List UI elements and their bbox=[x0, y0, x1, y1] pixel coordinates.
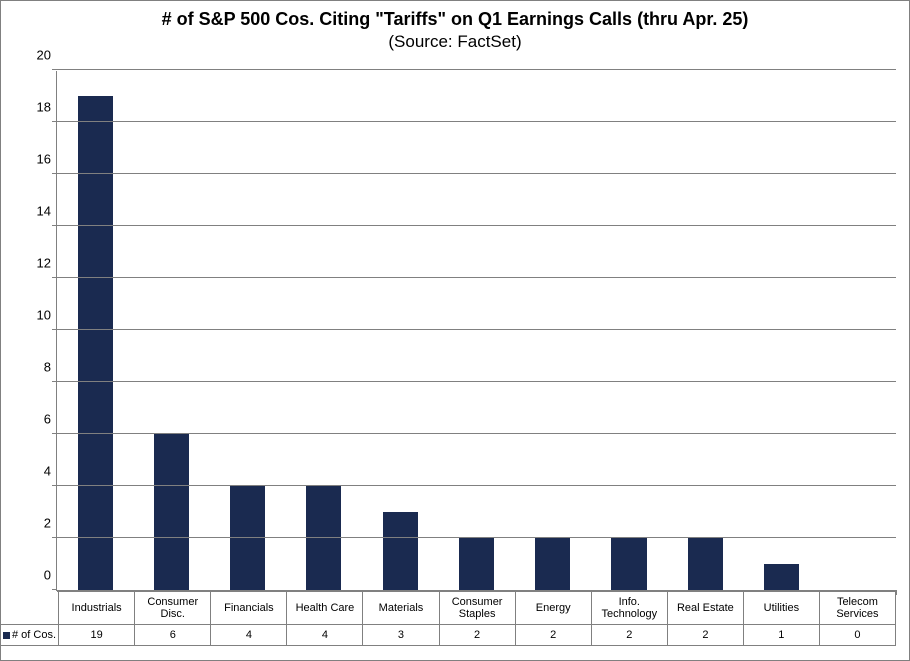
value-cell: 2 bbox=[439, 625, 515, 646]
y-tick-mark bbox=[52, 277, 57, 278]
legend-marker-icon bbox=[3, 632, 10, 639]
bar-cell bbox=[820, 71, 896, 590]
bar-cell bbox=[210, 71, 286, 590]
category-label: Real Estate bbox=[667, 592, 743, 625]
gridline bbox=[57, 381, 896, 382]
value-cell: 19 bbox=[59, 625, 135, 646]
value-cell: 0 bbox=[819, 625, 895, 646]
bar-cell bbox=[57, 71, 133, 590]
data-table: IndustrialsConsumer Disc.FinancialsHealt… bbox=[1, 591, 896, 646]
gridline bbox=[57, 225, 896, 226]
series-label-text: # of Cos. bbox=[12, 629, 56, 641]
x-tick-mark bbox=[896, 590, 897, 595]
gridline bbox=[57, 485, 896, 486]
gridline bbox=[57, 121, 896, 122]
bar bbox=[611, 538, 646, 590]
chart-subtitle: (Source: FactSet) bbox=[1, 32, 909, 52]
category-label: Health Care bbox=[287, 592, 363, 625]
bar bbox=[764, 564, 799, 590]
bar bbox=[306, 486, 341, 590]
category-label: Materials bbox=[363, 592, 439, 625]
value-cell: 1 bbox=[743, 625, 819, 646]
chart-title: # of S&P 500 Cos. Citing "Tariffs" on Q1… bbox=[1, 9, 909, 30]
y-tick-mark bbox=[52, 173, 57, 174]
category-label: Consumer Staples bbox=[439, 592, 515, 625]
category-label: Telecom Services bbox=[819, 592, 895, 625]
value-cell: 4 bbox=[211, 625, 287, 646]
category-label: Industrials bbox=[59, 592, 135, 625]
bar-cell bbox=[286, 71, 362, 590]
gridline bbox=[57, 277, 896, 278]
value-cell: 2 bbox=[515, 625, 591, 646]
title-area: # of S&P 500 Cos. Citing "Tariffs" on Q1… bbox=[1, 1, 909, 52]
y-tick-mark bbox=[52, 225, 57, 226]
bar-cell bbox=[438, 71, 514, 590]
y-tick-label: 10 bbox=[37, 308, 57, 323]
value-cell: 6 bbox=[135, 625, 211, 646]
series-label-cell: # of Cos. bbox=[1, 625, 59, 646]
bar-cell bbox=[515, 71, 591, 590]
category-label: Financials bbox=[211, 592, 287, 625]
y-tick-label: 18 bbox=[37, 100, 57, 115]
bar bbox=[154, 434, 189, 590]
y-tick-mark bbox=[52, 381, 57, 382]
value-cell: 3 bbox=[363, 625, 439, 646]
gridline bbox=[57, 69, 896, 70]
y-tick-label: 20 bbox=[37, 48, 57, 63]
y-tick-label: 8 bbox=[44, 360, 57, 375]
y-tick-mark bbox=[52, 537, 57, 538]
bar-cell bbox=[743, 71, 819, 590]
gridline bbox=[57, 433, 896, 434]
bar bbox=[535, 538, 570, 590]
bar bbox=[230, 486, 265, 590]
value-cell: 2 bbox=[667, 625, 743, 646]
bar-cell bbox=[591, 71, 667, 590]
chart-container: # of S&P 500 Cos. Citing "Tariffs" on Q1… bbox=[0, 0, 910, 661]
y-tick-mark bbox=[52, 69, 57, 70]
y-tick-mark bbox=[52, 589, 57, 590]
y-tick-mark bbox=[52, 329, 57, 330]
y-tick-label: 12 bbox=[37, 256, 57, 271]
y-tick-mark bbox=[52, 433, 57, 434]
y-tick-label: 14 bbox=[37, 204, 57, 219]
bar bbox=[78, 96, 113, 590]
bar-cell bbox=[362, 71, 438, 590]
bar-cell bbox=[667, 71, 743, 590]
bars-row bbox=[57, 71, 896, 590]
value-cell: 4 bbox=[287, 625, 363, 646]
y-tick-label: 6 bbox=[44, 412, 57, 427]
bar-cell bbox=[133, 71, 209, 590]
plot-wrapper: 02468101214161820 bbox=[56, 71, 896, 591]
y-tick-label: 4 bbox=[44, 464, 57, 479]
y-tick-label: 0 bbox=[44, 568, 57, 583]
category-label: Consumer Disc. bbox=[135, 592, 211, 625]
y-tick-label: 2 bbox=[44, 516, 57, 531]
bar bbox=[459, 538, 494, 590]
value-cell: 2 bbox=[591, 625, 667, 646]
bar bbox=[688, 538, 723, 590]
category-label: Utilities bbox=[743, 592, 819, 625]
table-stub-empty bbox=[1, 592, 59, 625]
y-tick-mark bbox=[52, 485, 57, 486]
y-tick-mark bbox=[52, 121, 57, 122]
gridline bbox=[57, 329, 896, 330]
category-label: Energy bbox=[515, 592, 591, 625]
gridline bbox=[57, 537, 896, 538]
plot-area: 02468101214161820 bbox=[56, 71, 896, 591]
y-tick-label: 16 bbox=[37, 152, 57, 167]
category-label: Info. Technology bbox=[591, 592, 667, 625]
bar bbox=[383, 512, 418, 590]
gridline bbox=[57, 173, 896, 174]
